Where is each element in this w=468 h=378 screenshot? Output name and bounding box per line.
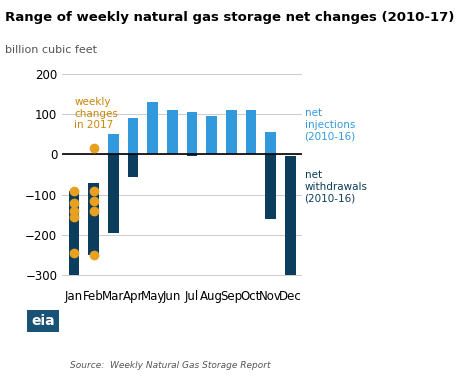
Bar — [246, 110, 256, 155]
Text: Range of weekly natural gas storage net changes (2010-17): Range of weekly natural gas storage net … — [5, 11, 454, 24]
Bar — [147, 102, 158, 155]
Bar — [167, 110, 178, 155]
Bar — [206, 116, 217, 155]
Text: net
injections
(2010-16): net injections (2010-16) — [305, 108, 356, 141]
Bar — [265, 132, 276, 155]
Bar — [108, 135, 119, 155]
Bar — [265, 155, 276, 219]
Text: eia: eia — [31, 314, 55, 328]
Bar — [187, 155, 197, 156]
Text: weekly
changes
in 2017: weekly changes in 2017 — [74, 97, 118, 130]
Text: billion cubic feet: billion cubic feet — [5, 45, 97, 55]
Bar — [285, 156, 296, 275]
Bar — [128, 155, 139, 177]
Bar — [68, 191, 80, 275]
Text: net
withdrawals
(2010-16): net withdrawals (2010-16) — [305, 170, 367, 203]
Bar — [88, 183, 99, 255]
Bar — [108, 155, 119, 233]
Bar — [128, 118, 139, 155]
Bar — [226, 110, 237, 155]
Text: Source:  Weekly Natural Gas Storage Report: Source: Weekly Natural Gas Storage Repor… — [70, 361, 271, 370]
Bar — [187, 112, 197, 155]
